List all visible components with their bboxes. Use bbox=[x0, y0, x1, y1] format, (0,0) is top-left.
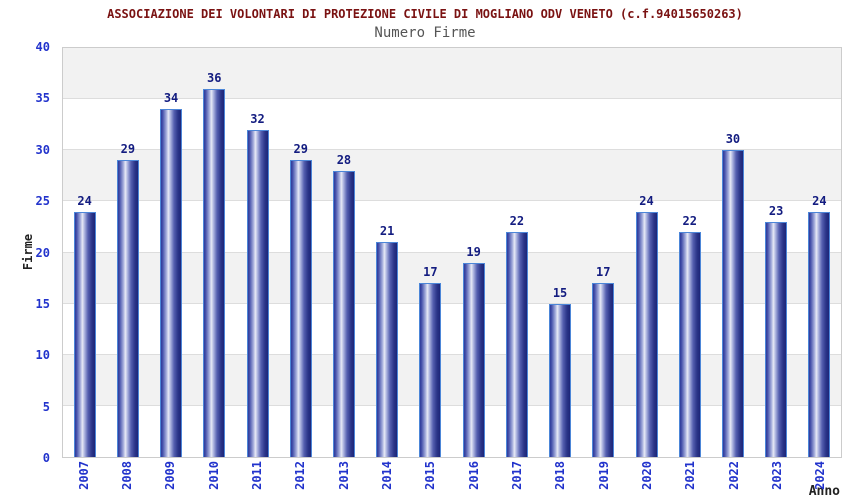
plot-band bbox=[63, 201, 841, 253]
gridline bbox=[63, 404, 841, 406]
x-tick-label: 2023 bbox=[770, 461, 784, 490]
plot-band bbox=[63, 99, 841, 151]
bar-value-label: 23 bbox=[768, 203, 784, 218]
plot-band bbox=[63, 303, 841, 355]
bar bbox=[505, 232, 528, 457]
y-tick-label: 25 bbox=[35, 194, 50, 209]
bar-value-label: 17 bbox=[423, 265, 438, 280]
x-tick-label: 2015 bbox=[423, 461, 438, 490]
x-tick-label: 2024 bbox=[813, 461, 828, 490]
gridline bbox=[63, 149, 841, 151]
bar bbox=[203, 88, 226, 457]
plot-band bbox=[63, 252, 841, 304]
x-tick-label: 2014 bbox=[380, 461, 394, 490]
y-tick-label: 0 bbox=[42, 451, 50, 465]
plot-band bbox=[63, 354, 841, 406]
bar-value-label: 22 bbox=[509, 214, 525, 229]
gridline bbox=[63, 200, 841, 202]
x-tick-label: 2019 bbox=[596, 461, 611, 490]
bar-value-label: 21 bbox=[379, 224, 395, 239]
bar-value-label: 32 bbox=[250, 111, 265, 126]
x-tick-label: 2009 bbox=[163, 461, 178, 490]
x-tick-label: 2008 bbox=[119, 461, 134, 490]
y-tick-label: 10 bbox=[35, 348, 50, 363]
bar-value-label: 36 bbox=[207, 70, 222, 85]
bar bbox=[635, 211, 658, 457]
bar-value-label: 19 bbox=[466, 244, 481, 259]
bar bbox=[116, 160, 139, 457]
bar bbox=[678, 232, 701, 457]
gridline bbox=[63, 302, 841, 304]
x-tick-label: 2020 bbox=[640, 461, 654, 490]
bar bbox=[376, 242, 399, 457]
x-tick-label: 2021 bbox=[683, 461, 698, 490]
bar bbox=[73, 211, 96, 457]
plot-band bbox=[63, 48, 841, 100]
bar-value-label: 24 bbox=[812, 193, 827, 208]
chart-title: ASSOCIAZIONE DEI VOLONTARI DI PROTEZIONE… bbox=[107, 7, 743, 21]
x-tick-label: 2011 bbox=[250, 461, 264, 490]
y-tick-label: 35 bbox=[35, 91, 50, 106]
bar-value-label: 30 bbox=[725, 132, 741, 147]
x-axis-title: Anno bbox=[808, 484, 840, 499]
x-tick-label: 2017 bbox=[510, 461, 524, 490]
bar-value-label: 15 bbox=[552, 285, 568, 300]
x-tick-label: 2010 bbox=[206, 461, 221, 490]
x-tick-label: 2022 bbox=[726, 461, 741, 490]
y-tick-label: 5 bbox=[42, 399, 50, 414]
x-axis: Anno 2007 2008 2009 2010 2011 2012 2013 2014 201… bbox=[62, 459, 842, 500]
bar bbox=[721, 150, 744, 457]
bar bbox=[462, 262, 485, 457]
bar bbox=[289, 160, 312, 457]
plot-band bbox=[63, 405, 841, 457]
bar-value-label: 24 bbox=[639, 193, 654, 208]
bar bbox=[246, 129, 269, 457]
plot-area: 24 29 34 36 32 29 28 21 17 19 22 15 17 24 22 30 23 24 bbox=[62, 47, 842, 458]
y-tick-label: 20 bbox=[35, 245, 50, 260]
bar bbox=[808, 211, 831, 457]
bar bbox=[549, 303, 572, 457]
bar-value-label: 29 bbox=[120, 142, 136, 157]
x-tick-label: 2007 bbox=[76, 461, 91, 490]
bar-value-label: 17 bbox=[596, 265, 611, 280]
bar bbox=[160, 109, 183, 457]
bar-value-label: 28 bbox=[336, 152, 352, 167]
gridline bbox=[63, 353, 841, 355]
bar-value-label: 34 bbox=[163, 91, 179, 106]
bar bbox=[419, 283, 442, 457]
gridline bbox=[63, 251, 841, 253]
bar bbox=[592, 283, 615, 457]
y-tick-label: 40 bbox=[35, 40, 50, 54]
y-tick-label: 15 bbox=[35, 296, 50, 311]
plot-band bbox=[63, 150, 841, 202]
gridline bbox=[63, 98, 841, 100]
x-tick-label: 2016 bbox=[466, 461, 481, 490]
y-axis: 0 5 10 15 20 25 30 35 40 bbox=[0, 40, 56, 465]
bar-value-label: 24 bbox=[77, 193, 92, 208]
chart-subtitle: Numero Firme bbox=[374, 25, 476, 41]
bar bbox=[765, 221, 788, 457]
y-tick-label: 30 bbox=[35, 142, 50, 157]
x-tick-label: 2012 bbox=[293, 461, 308, 490]
bar-value-label: 29 bbox=[293, 142, 308, 157]
bar-value-label: 22 bbox=[682, 214, 697, 229]
bar bbox=[332, 170, 355, 457]
x-tick-label: 2013 bbox=[336, 461, 351, 490]
x-tick-label: 2018 bbox=[553, 461, 568, 490]
